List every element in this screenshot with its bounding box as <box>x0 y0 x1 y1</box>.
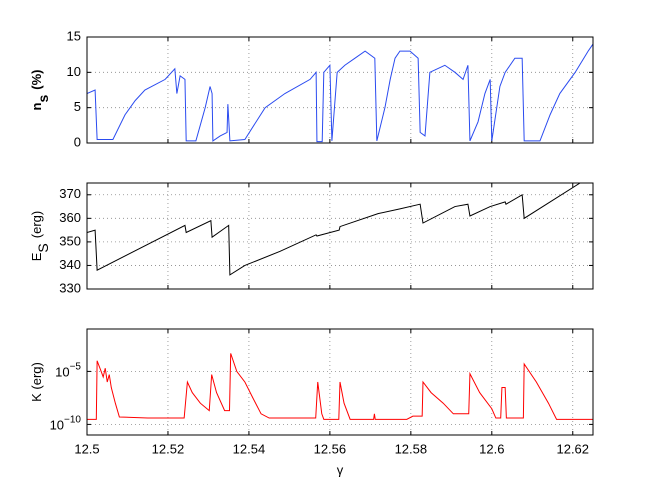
y-label-part: n <box>29 102 44 110</box>
tick-exponent: −5 <box>70 361 82 372</box>
data-line <box>87 353 593 420</box>
y-tick-label: 370 <box>59 186 81 201</box>
x-tick-label: 12.58 <box>395 441 428 456</box>
y-label-part: K (erg) <box>29 362 44 402</box>
x-tick-label: 12.54 <box>233 441 266 456</box>
tick-exponent: −10 <box>64 414 81 425</box>
x-tick-label: 12.6 <box>479 441 504 456</box>
y-tick-label: 350 <box>59 233 81 248</box>
y-tick-label: 5 <box>74 99 81 114</box>
axes-frame <box>86 328 594 436</box>
y-tick-label: 10 <box>67 64 81 79</box>
y-axis-label: ns (%) <box>29 70 50 111</box>
axes-frame <box>86 182 594 290</box>
y-label-part: s <box>35 95 51 103</box>
tick-base: 10 <box>55 365 69 380</box>
data-line <box>87 183 593 276</box>
y-axis-label: K (erg) <box>29 362 44 402</box>
y-label-part: E <box>29 252 44 261</box>
y-tick-label: 10−5 <box>55 361 81 380</box>
tick-base: 10 <box>50 418 64 433</box>
y-label-part: (erg) <box>29 211 44 238</box>
data-line <box>87 43 593 143</box>
y-label-part: (%) <box>29 70 44 90</box>
y-label-part: S <box>35 243 51 252</box>
axes-frame <box>86 36 594 144</box>
x-tick-label: 12.62 <box>556 441 589 456</box>
x-tick-label: 12.52 <box>152 441 185 456</box>
y-tick-label: 360 <box>59 210 81 225</box>
y-tick-label: 0 <box>74 134 81 149</box>
x-tick-label: 12.5 <box>74 441 99 456</box>
y-tick-label: 330 <box>59 280 81 295</box>
y-axis-label: ES (erg) <box>29 211 50 261</box>
y-tick-label: 340 <box>59 257 81 272</box>
x-tick-label: 12.56 <box>314 441 347 456</box>
y-tick-label: 15 <box>67 28 81 43</box>
y-tick-label: 10−10 <box>50 414 82 433</box>
x-axis-label: γ <box>337 462 344 477</box>
